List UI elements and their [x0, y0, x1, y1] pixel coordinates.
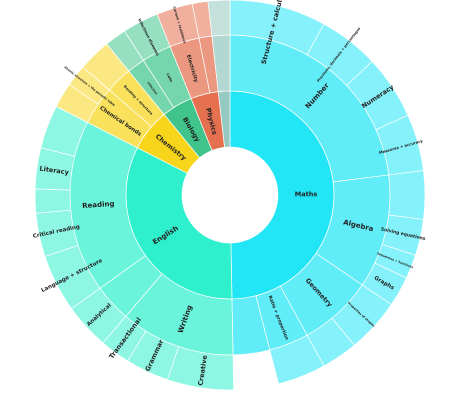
label-maths: Maths — [295, 190, 318, 198]
segment-n-1-2-2[interactable] — [34, 188, 72, 214]
segment-n-0-1-0[interactable] — [388, 170, 426, 220]
segment-n-5-0-0[interactable] — [207, 0, 231, 37]
label-reading: Reading — [82, 200, 115, 210]
segments-layer — [34, 0, 426, 391]
label-cells: Cells — [165, 73, 173, 83]
segment-n-0-3-0[interactable] — [269, 334, 325, 385]
